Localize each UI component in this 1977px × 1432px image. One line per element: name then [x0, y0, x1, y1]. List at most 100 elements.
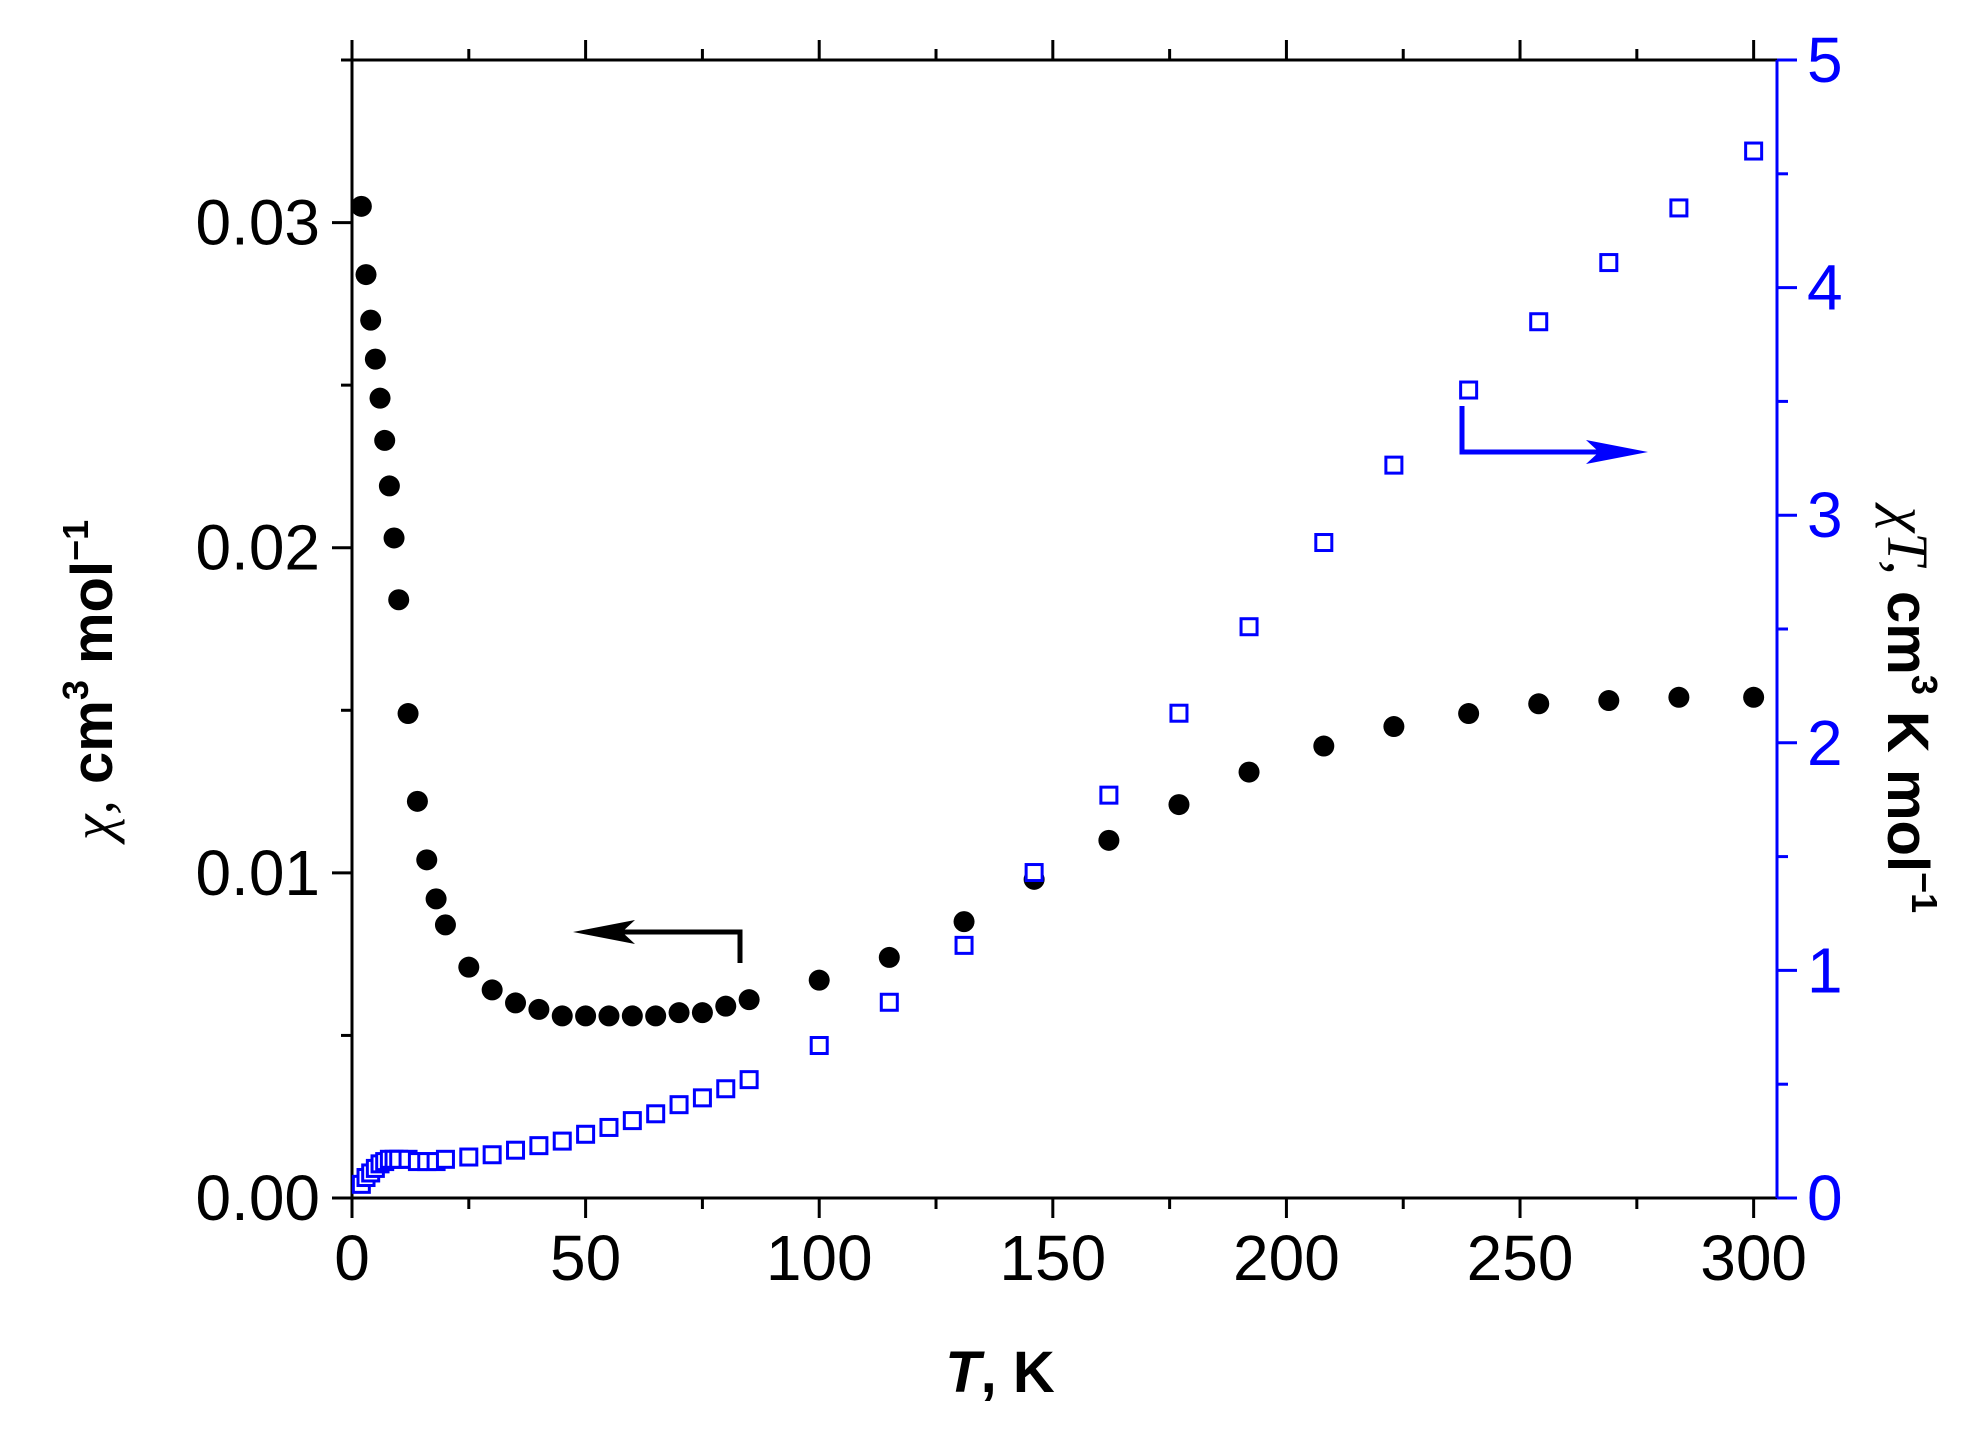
x-tick-label: 100 [766, 1222, 873, 1294]
chi-point [355, 264, 377, 286]
chiT-point [1744, 141, 1764, 161]
chi-point [369, 387, 391, 409]
chi-point [458, 956, 480, 978]
chi-point [1598, 690, 1620, 712]
chiT-point [669, 1095, 689, 1115]
chi-point [1238, 761, 1260, 783]
chiT-point [529, 1136, 549, 1156]
arrow-right-line [1459, 406, 1600, 455]
chi-point [378, 475, 400, 497]
y-right-tick-label: 0 [1807, 1162, 1843, 1234]
chi-point [808, 969, 830, 991]
chiT-point [879, 992, 899, 1012]
chi-point [383, 527, 405, 549]
chiT-point [459, 1147, 479, 1167]
chi-point [1528, 693, 1550, 715]
y-right-tick-label: 3 [1807, 479, 1843, 551]
arrow-left-head [573, 920, 635, 944]
x-tick-label: 0 [334, 1222, 370, 1294]
chiT-point [1384, 455, 1404, 475]
chi-point [397, 703, 419, 725]
chiT-point [1669, 198, 1689, 218]
plot-frame [350, 58, 1779, 1200]
chi-point [1098, 829, 1120, 851]
x-tick-label: 250 [1467, 1222, 1574, 1294]
chi-point [505, 992, 527, 1014]
y-axis-left: 0.00 0.01 0.02 0.03 [195, 58, 352, 1234]
chiT-point [646, 1104, 666, 1124]
y-left-tick-label: 0.00 [195, 1162, 320, 1234]
y-left-tick-label: 0.01 [195, 837, 320, 909]
chiT-point [576, 1124, 596, 1144]
y-right-tick-label: 5 [1807, 24, 1843, 96]
y-right-tick-label: 1 [1807, 934, 1843, 1006]
chiT-point [1169, 703, 1189, 723]
series-chi [350, 195, 1765, 1027]
x-tick-label: 50 [550, 1222, 621, 1294]
chi-point [691, 1002, 713, 1024]
chi-point [425, 888, 447, 910]
y-axis-right-title: χT, cm3 K mol−1 [1875, 502, 1945, 913]
x-tick-label: 300 [1700, 1222, 1807, 1294]
arrow-left-line [620, 929, 743, 963]
chiT-point [809, 1036, 829, 1056]
chi-point [598, 1005, 620, 1027]
chi-point [388, 589, 410, 611]
chi-point [715, 995, 737, 1017]
arrow-to-left-axis [573, 920, 743, 963]
chiT-point [599, 1117, 619, 1137]
chi-point [1168, 794, 1190, 816]
chi-point [1313, 735, 1335, 757]
chi-point [668, 1002, 690, 1024]
x-tick-label: 200 [1233, 1222, 1340, 1294]
chiT-point [1314, 533, 1334, 553]
chiT-point [1239, 617, 1259, 637]
chi-point [878, 946, 900, 968]
chiT-point [622, 1111, 642, 1131]
chi-point [1458, 703, 1480, 725]
chi-point [416, 849, 438, 871]
chi-point [1668, 686, 1690, 708]
y-axis-right: 0 1 2 3 4 5 [1777, 24, 1843, 1234]
chiT-point [692, 1088, 712, 1108]
chiT-point [1599, 253, 1619, 273]
y-right-tick-label: 4 [1807, 252, 1843, 324]
chi-point [374, 429, 396, 451]
chi-point [350, 195, 372, 217]
chi-point [364, 348, 386, 370]
chiT-point [482, 1145, 502, 1165]
chiT-point [435, 1149, 455, 1169]
y-axis-left-title: χ, cm3 mol−1 [55, 520, 125, 845]
x-tick-label: 150 [999, 1222, 1106, 1294]
chiT-point [1099, 785, 1119, 805]
chi-point [738, 989, 760, 1011]
chiT-point [506, 1140, 526, 1160]
chi-point [406, 790, 428, 812]
x-axis-title: T, K [945, 1340, 1055, 1405]
y-left-tick-label: 0.03 [195, 187, 320, 259]
chi-point [575, 1005, 597, 1027]
chiT-point [1459, 380, 1479, 400]
chi-point [621, 1005, 643, 1027]
arrow-right-head [1586, 440, 1648, 464]
chi-point [1383, 716, 1405, 738]
chiT-point [1024, 863, 1044, 883]
chiT-point [954, 935, 974, 955]
chiT-point [739, 1070, 759, 1090]
chi-point [434, 914, 456, 936]
y-left-tick-label: 0.02 [195, 512, 320, 584]
chi-point [551, 1005, 573, 1027]
chi-point [1743, 686, 1765, 708]
chi-point [360, 309, 382, 331]
chi-point [953, 911, 975, 933]
arrow-to-right-axis [1459, 406, 1648, 464]
y-right-tick-label: 2 [1807, 707, 1843, 779]
series-chiT [351, 141, 1764, 1194]
x-axis: 0 50 100 150 200 250 300 [334, 40, 1807, 1294]
chi-point [481, 979, 503, 1001]
chi-point [645, 1005, 667, 1027]
chi-point [528, 998, 550, 1020]
chiT-point [1529, 312, 1549, 332]
chiT-point [716, 1079, 736, 1099]
